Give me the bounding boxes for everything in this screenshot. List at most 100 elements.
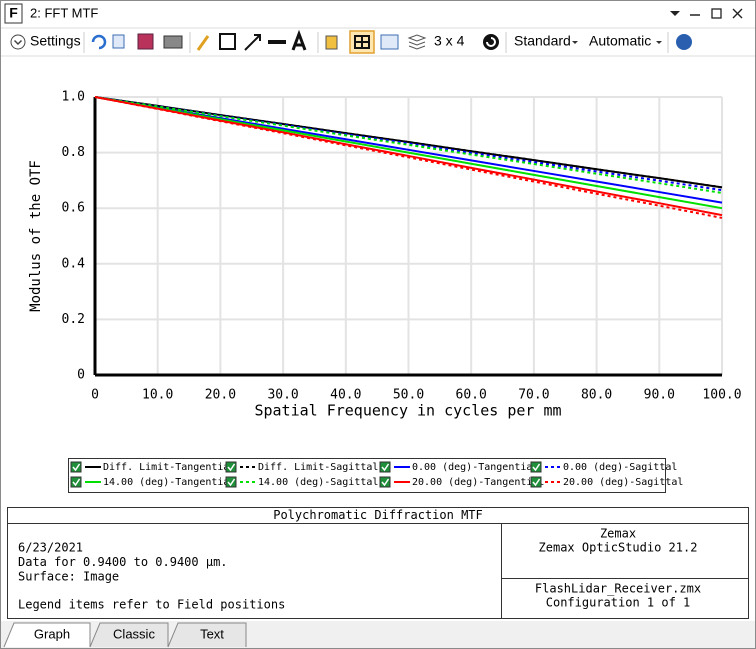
x-tick-label: 30.0 (267, 388, 298, 403)
arrow-icon[interactable] (244, 34, 261, 51)
mtf-line (94, 96, 723, 219)
x-tick-label: 0 (91, 388, 99, 403)
mtf-line (94, 96, 723, 192)
close-button[interactable] (732, 8, 743, 19)
info-config: Configuration 1 of 1 (546, 596, 691, 610)
app-icon-box (4, 3, 23, 24)
info-title: Polychromatic Diffraction MTF (273, 508, 483, 522)
rectangle-icon[interactable] (219, 33, 236, 50)
legend-checkbox[interactable] (70, 461, 82, 473)
help-icon[interactable] (676, 34, 692, 50)
mtf-line (94, 96, 723, 189)
print-icon[interactable] (163, 35, 183, 49)
legend-label: 14.00 (deg)-Sagittal (258, 477, 378, 488)
legend-checkbox[interactable] (70, 476, 82, 488)
y-tick-label: 0.2 (62, 312, 85, 327)
tab[interactable] (3, 622, 91, 648)
rotate-glyph (486, 37, 496, 47)
y-tick-label: 0.8 (62, 145, 85, 160)
tab-label[interactable]: Graph (34, 626, 70, 641)
legend: Diff. Limit-Tangential Diff. Limit-Sagitt… (70, 461, 683, 488)
info-note: Legend items refer to Field positions (18, 598, 285, 612)
grid-icon (354, 35, 370, 49)
mtf-line (94, 96, 723, 194)
mtf-line (94, 96, 723, 210)
legend-label: 20.00 (deg)-Sagittal (563, 477, 683, 488)
text-icon[interactable] (291, 29, 307, 51)
x-tick-label: 20.0 (205, 388, 236, 403)
chart: 0 0.2 0.4 0.6 0.8 1.0 0 10.0 20.0 30.0 40.0 50.0 60.… (62, 90, 742, 403)
style-dropdown[interactable]: Standard (514, 33, 571, 49)
legend-label: Diff. Limit-Sagittal (258, 462, 378, 473)
legend-label: 14.00 (deg)-Tangential (103, 477, 235, 488)
y-axis-label: Modulus of the OTF (28, 160, 44, 312)
x-tick-label: 90.0 (644, 388, 675, 403)
legend-box (68, 458, 666, 493)
tab-label[interactable]: Classic (113, 626, 155, 641)
refresh-icon[interactable] (91, 34, 107, 50)
legend-label: Diff. Limit-Tangential (103, 462, 235, 473)
tabs: Graph Classic Text (3, 622, 247, 648)
y-tick-label: 0.4 (62, 256, 86, 271)
legend-label: 0.00 (deg)-Tangential (412, 462, 538, 473)
legend-checkbox[interactable] (379, 461, 391, 473)
scale-dropdown[interactable]: Automatic (589, 33, 651, 49)
legend-check (381, 463, 390, 472)
settings-chevron (13, 39, 23, 46)
info-file: FlashLidar_Receiver.zmx (535, 582, 701, 596)
copy-icon[interactable] (112, 34, 125, 49)
legend-checkbox[interactable] (225, 476, 237, 488)
layout-button[interactable]: 3 x 4 (434, 33, 465, 49)
x-tick-label: 60.0 (456, 388, 487, 403)
legend-check (381, 478, 390, 487)
tab-label[interactable]: Text (200, 626, 224, 641)
legend-checkbox[interactable] (530, 461, 542, 473)
x-tick-label: 40.0 (330, 388, 361, 403)
rotate-icon[interactable] (483, 34, 499, 50)
info-line: Surface: Image (18, 570, 119, 584)
layers-icon[interactable] (407, 34, 427, 50)
x-tick-label: 50.0 (393, 388, 424, 403)
info-line: 6/23/2021 (18, 541, 83, 555)
mtf-line (94, 96, 723, 217)
window-icon[interactable] (380, 34, 399, 50)
x-tick-label: 100.0 (702, 388, 741, 403)
legend-check (532, 478, 541, 487)
save-icon[interactable] (137, 33, 154, 50)
settings-icon[interactable] (10, 34, 26, 50)
legend-checkbox[interactable] (379, 476, 391, 488)
line-icon[interactable] (268, 40, 286, 44)
menu-button[interactable] (670, 11, 680, 16)
dropdown-arrow (572, 41, 578, 44)
tab[interactable] (167, 622, 247, 648)
legend-check (72, 478, 81, 487)
legend-label: 20.00 (deg)-Tangential (412, 477, 544, 488)
info-product: Zemax OpticStudio 21.2 (539, 541, 698, 555)
info-box (7, 507, 749, 619)
y-tick-label: 0.6 (62, 201, 85, 216)
legend-checkbox[interactable] (530, 476, 542, 488)
info-line: Data for 0.9400 to 0.9400 µm. (18, 555, 228, 569)
app-icon: F (9, 5, 18, 21)
tab[interactable] (89, 622, 169, 648)
x-tick-label: 70.0 (518, 388, 549, 403)
settings-button[interactable]: Settings (30, 33, 81, 49)
legend-check (227, 478, 236, 487)
legend-label: 0.00 (deg)-Sagittal (563, 462, 677, 473)
maximize-button[interactable] (711, 8, 722, 19)
legend-checkbox[interactable] (225, 461, 237, 473)
pencil-icon[interactable] (196, 35, 210, 51)
legend-check (532, 463, 541, 472)
legend-check (72, 463, 81, 472)
x-tick-label: 10.0 (142, 388, 173, 403)
x-tick-label: 80.0 (581, 388, 612, 403)
y-tick-label: 1.0 (62, 90, 85, 105)
y-tick-label: 0 (77, 368, 85, 383)
legend-check (227, 463, 236, 472)
x-axis-label: Spatial Frequency in cycles per mm (254, 402, 561, 420)
info-company: Zemax (600, 527, 636, 541)
dropdown-arrow (656, 41, 662, 44)
lock-icon[interactable] (325, 35, 338, 50)
